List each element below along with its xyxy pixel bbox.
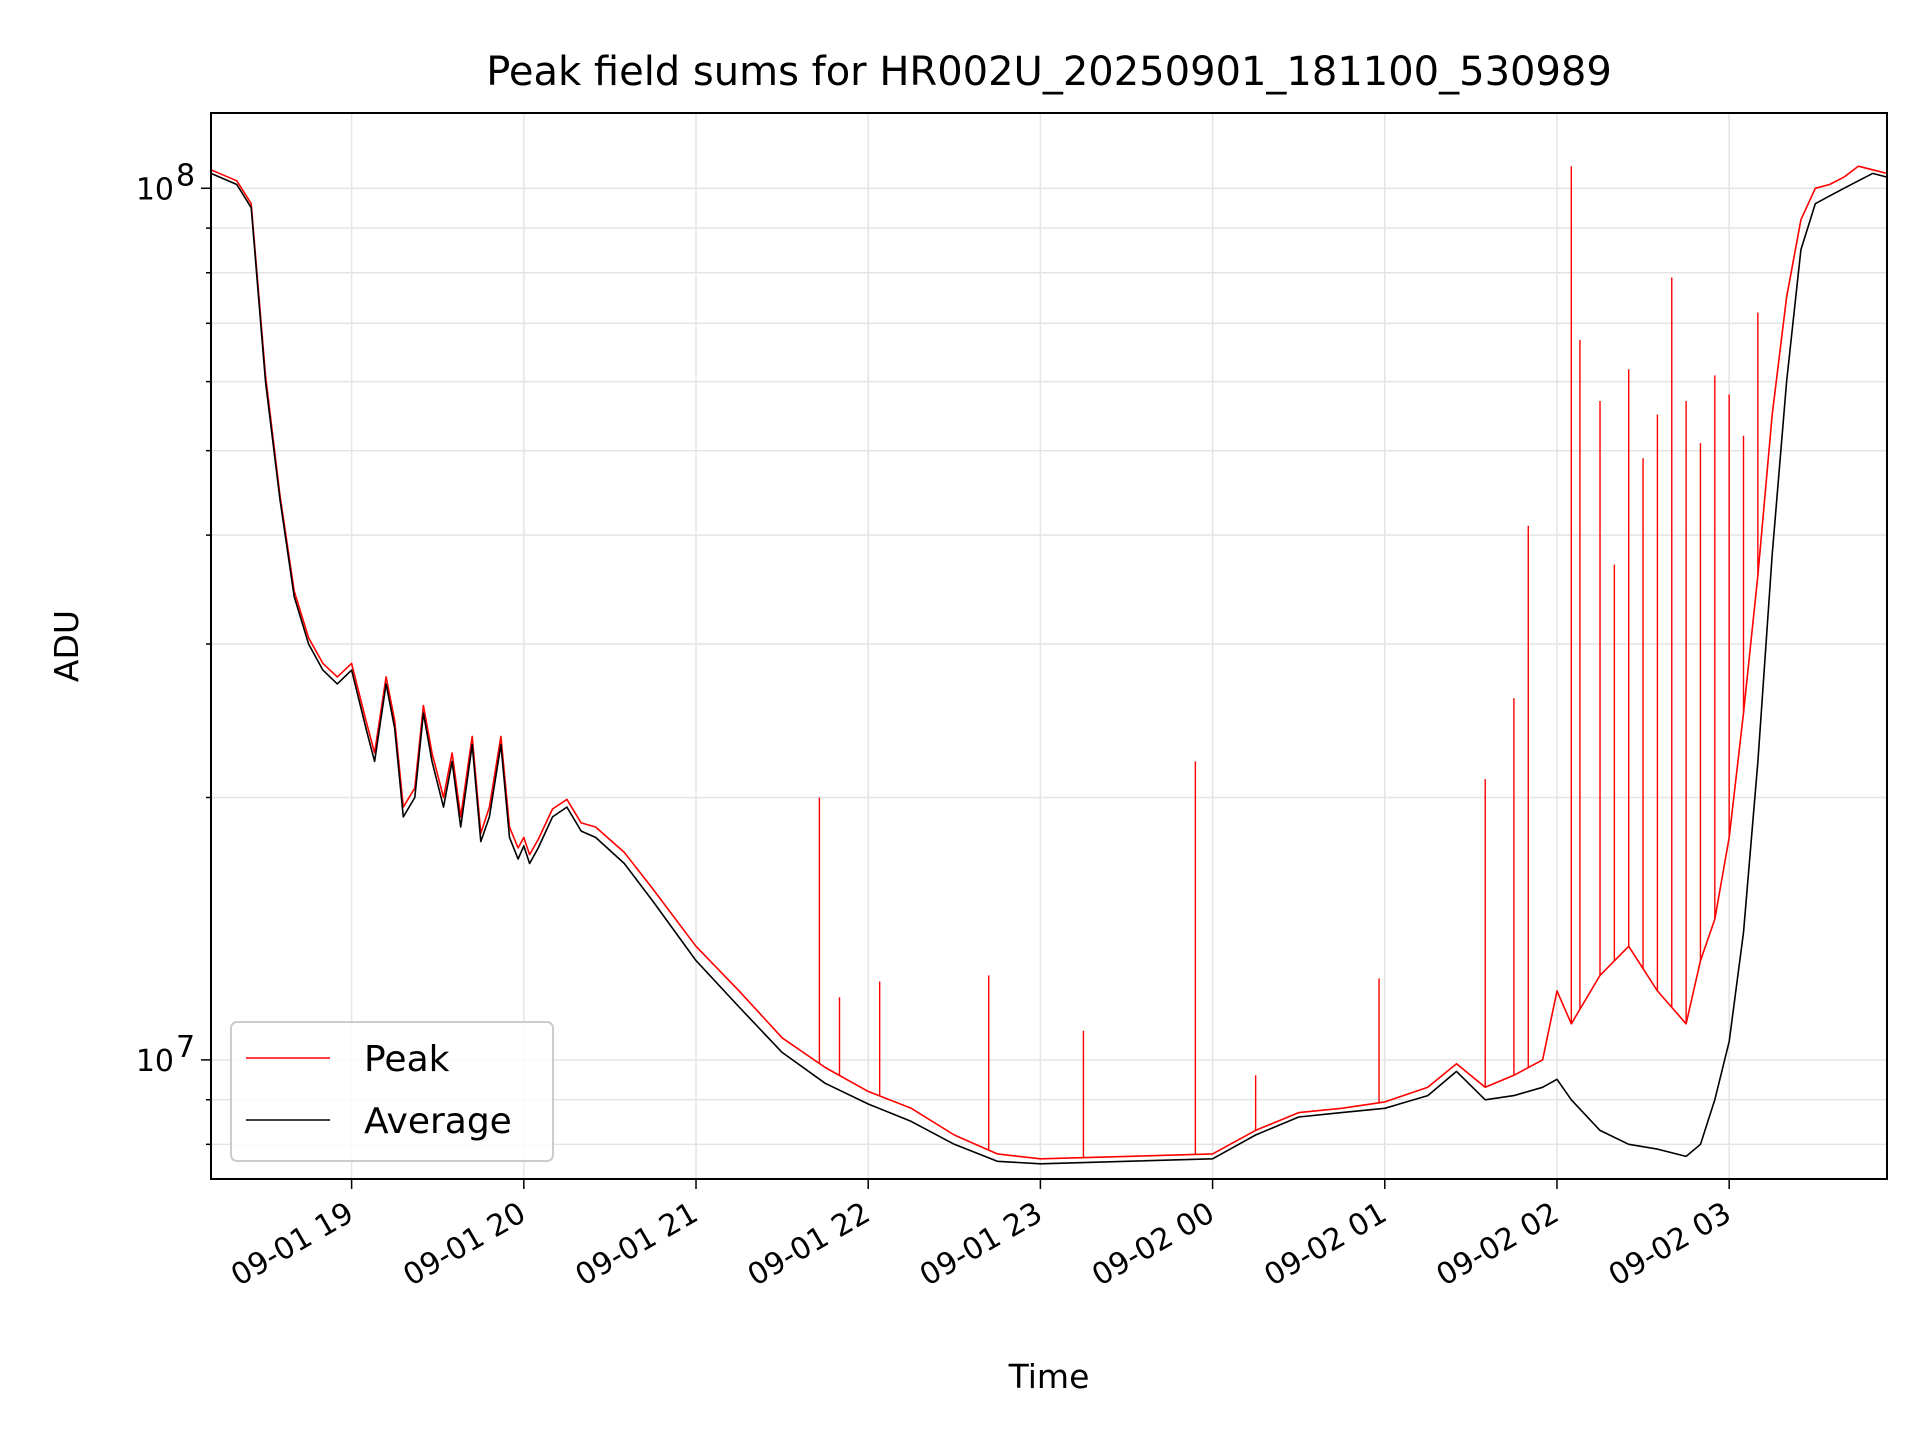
- legend-box: [230, 1021, 554, 1162]
- y-tick-label-exp: 7: [176, 1030, 195, 1065]
- legend: Peak Average: [230, 1021, 554, 1162]
- grid-lines: [211, 113, 1887, 1179]
- legend-label-average: Average: [364, 1101, 512, 1142]
- chart-title: Peak field sums for HR002U_20250901_1811…: [486, 49, 1612, 95]
- y-tick-label-base: 10: [136, 172, 174, 207]
- plot-data: [210, 165, 1888, 1165]
- y-tick-label: 10 7: [136, 1030, 195, 1079]
- y-tick-label: 10 8: [136, 158, 195, 207]
- y-tick-label-base: 10: [136, 1044, 174, 1079]
- x-axis-label: Time: [1008, 1357, 1090, 1396]
- series-line-peak: [210, 165, 1888, 1160]
- y-tick-label-exp: 8: [176, 158, 195, 193]
- y-axis-label: ADU: [47, 610, 86, 682]
- series-line-average: [210, 172, 1888, 1165]
- legend-label-peak: Peak: [364, 1039, 450, 1080]
- plot-frame: [210, 112, 1888, 1180]
